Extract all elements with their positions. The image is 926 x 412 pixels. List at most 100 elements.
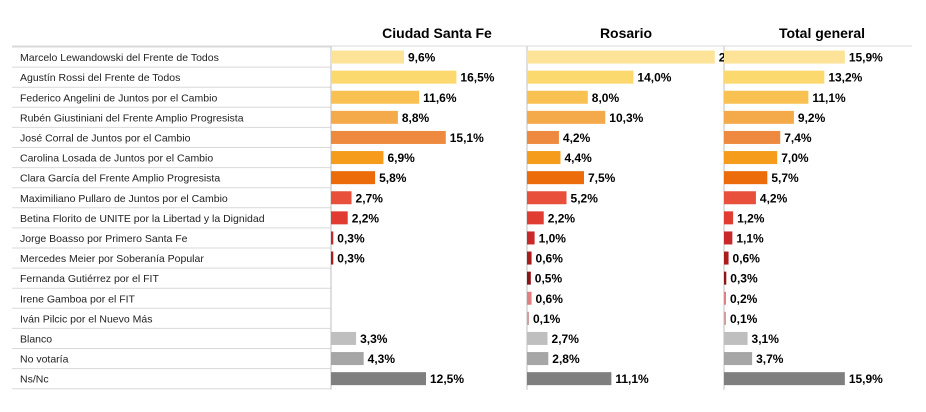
- data-label: 0,6%: [536, 252, 564, 266]
- bar: [724, 130, 781, 144]
- bar: [724, 50, 845, 64]
- data-label: 7,0%: [781, 151, 809, 165]
- bar: [331, 70, 457, 84]
- bar: [527, 352, 549, 366]
- data-label: 2,8%: [552, 352, 580, 366]
- bar: [724, 110, 794, 124]
- category-label: Clara García del Frente Amplio Progresis…: [20, 173, 220, 185]
- data-label: 0,6%: [733, 252, 761, 266]
- bar: [331, 211, 348, 225]
- bar: [331, 231, 334, 245]
- category-label: Rubén Giustiniani del Frente Amplio Prog…: [20, 112, 244, 124]
- data-label: 0,2%: [730, 292, 758, 306]
- series-header: Ciudad Santa Fe: [382, 25, 492, 41]
- data-label: 7,4%: [784, 131, 812, 145]
- data-label: 5,7%: [771, 171, 799, 185]
- data-label: 15,9%: [849, 372, 883, 386]
- data-label: 11,6%: [423, 91, 457, 105]
- data-label: 0,3%: [337, 231, 365, 245]
- data-label: 3,3%: [360, 332, 388, 346]
- category-label: Jorge Boasso por Primero Santa Fe: [20, 233, 188, 245]
- bar: [527, 231, 535, 245]
- data-label: 8,8%: [402, 111, 430, 125]
- data-label: 14,0%: [637, 71, 671, 85]
- bar: [331, 50, 404, 64]
- bar: [331, 110, 398, 124]
- bar: [724, 70, 825, 84]
- data-label: 3,7%: [756, 352, 784, 366]
- category-label: Blanco: [20, 333, 52, 345]
- data-label: 1,2%: [737, 211, 765, 225]
- category-label: Irene Gamboa por el FIT: [20, 293, 136, 305]
- data-label: 16,5%: [460, 71, 494, 85]
- data-label: 6,9%: [387, 151, 415, 165]
- bar: [527, 331, 548, 345]
- bar: [331, 352, 364, 366]
- data-label: 5,8%: [379, 171, 407, 185]
- data-label: 9,6%: [408, 51, 436, 65]
- data-label: 1,0%: [539, 231, 567, 245]
- bar: [527, 130, 559, 144]
- bar: [527, 311, 529, 325]
- category-label: Fernanda Gutiérrez por el FIT: [20, 273, 159, 285]
- bar: [724, 211, 734, 225]
- bar: [527, 110, 606, 124]
- bar: [724, 331, 748, 345]
- bar: [724, 90, 809, 104]
- category-label: Iván Pilcic por el Nuevo Más: [20, 313, 152, 325]
- category-label: No votaría: [20, 354, 69, 366]
- data-label: 0,3%: [337, 252, 365, 266]
- data-label: 1,1%: [736, 231, 764, 245]
- bar: [331, 372, 426, 386]
- data-label: 11,1%: [615, 372, 649, 386]
- data-label: 9,2%: [798, 111, 826, 125]
- bar: [527, 291, 532, 305]
- bar: [724, 291, 726, 305]
- data-label: 2,2%: [352, 211, 380, 225]
- bar: [527, 50, 715, 64]
- bar: [724, 271, 727, 285]
- category-label: Marcelo Lewandowski del Frente de Todos: [20, 52, 219, 64]
- bar: [331, 331, 357, 345]
- bar: [527, 151, 561, 165]
- category-label: Betina Florito de UNITE por la Libertad …: [20, 213, 265, 225]
- data-label: 0,5%: [535, 272, 563, 286]
- data-label: 4,2%: [760, 191, 788, 205]
- bar: [527, 211, 544, 225]
- category-label: Agustín Rossi del Frente de Todos: [20, 72, 180, 84]
- data-label: 8,0%: [592, 91, 620, 105]
- category-label: Mercedes Meier por Soberanía Popular: [20, 253, 204, 265]
- data-label: 3,1%: [752, 332, 780, 346]
- bar: [331, 251, 334, 265]
- data-label: 4,3%: [368, 352, 396, 366]
- bar: [331, 90, 420, 104]
- data-label: 5,2%: [571, 191, 599, 205]
- data-label: 0,1%: [533, 312, 561, 326]
- bar: [724, 251, 729, 265]
- bar: [527, 251, 532, 265]
- bar: [331, 171, 376, 185]
- category-label: Maximiliano Pullaro de Juntos por el Cam…: [20, 193, 228, 205]
- bar: [724, 171, 768, 185]
- category-label: José Corral de Juntos por el Cambio: [20, 132, 191, 144]
- category-label: Carolina Losada de Juntos por el Cambio: [20, 153, 213, 165]
- category-label: Federico Angelini de Juntos por el Cambi…: [20, 92, 217, 104]
- data-label: 7,5%: [588, 171, 616, 185]
- data-label: 4,2%: [563, 131, 591, 145]
- bar: [527, 90, 588, 104]
- data-label: 0,3%: [730, 272, 758, 286]
- bar: [527, 271, 531, 285]
- bar: [527, 70, 634, 84]
- data-label: 13,2%: [828, 71, 862, 85]
- category-label: Ns/Nc: [20, 374, 49, 386]
- data-label: 10,3%: [609, 111, 643, 125]
- data-label: 2,7%: [552, 332, 580, 346]
- bar: [331, 130, 446, 144]
- data-label: 15,1%: [450, 131, 484, 145]
- data-label: 4,4%: [564, 151, 592, 165]
- series-header: Total general: [779, 25, 865, 41]
- data-label: 2,2%: [548, 211, 576, 225]
- bar: [527, 171, 584, 185]
- series-header: Rosario: [600, 25, 652, 41]
